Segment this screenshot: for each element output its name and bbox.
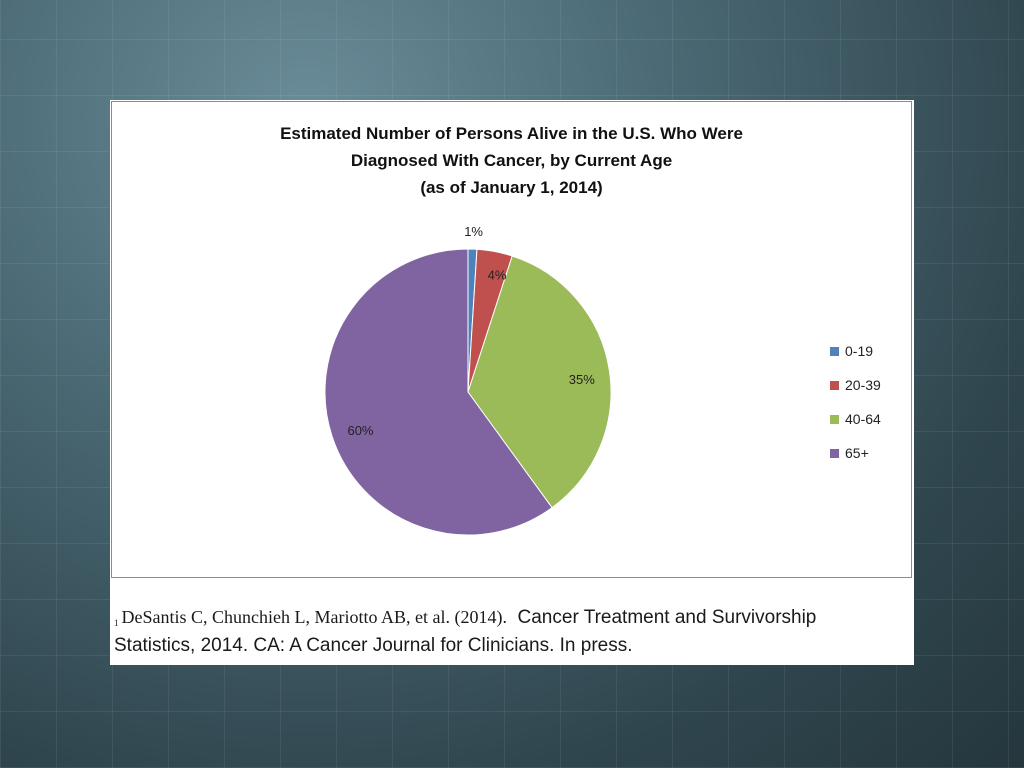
chart-title: Estimated Number of Persons Alive in the… [112, 120, 911, 201]
citation-authors: DeSantis C, Chunchieh L, Mariotto AB, et… [121, 607, 507, 627]
legend-item-40-64: 40-64 [830, 402, 881, 436]
slide-panel: Estimated Number of Persons Alive in the… [110, 100, 914, 665]
legend-swatch-0-19 [830, 346, 839, 356]
chart-title-line-1: Estimated Number of Persons Alive in the… [280, 124, 743, 143]
legend-swatch-20-39 [830, 380, 839, 390]
chart-title-line-3: (as of January 1, 2014) [420, 178, 603, 197]
citation-title-part-1: Cancer Treatment and Survivorship [517, 607, 817, 628]
legend-swatch-40-64 [830, 414, 839, 424]
pie-slice-65-plus [324, 248, 553, 536]
legend-label-40-64: 40-64 [845, 411, 881, 427]
data-label-0-19: 1% [464, 224, 483, 239]
pie-slice-40-64 [467, 255, 612, 509]
legend-label-0-19: 0-19 [845, 343, 874, 359]
legend-item-0-19: 0-19 [830, 334, 881, 368]
citation-line-2: Statistics, 2014. CA: A Cancer Journal f… [114, 635, 633, 656]
data-label-40-64: 35% [569, 372, 595, 387]
data-label-20-39: 4% [488, 267, 507, 282]
chart-frame: Estimated Number of Persons Alive in the… [111, 101, 912, 578]
chart-title-line-2: Diagnosed With Cancer, by Current Age [350, 151, 673, 170]
legend-item-65-plus: 65+ [830, 436, 881, 470]
legend-swatch-65-plus [830, 448, 839, 458]
legend-label-65-plus: 65+ [845, 445, 869, 461]
data-label-65-plus: 60% [347, 423, 373, 438]
citation: 1 DeSantis C, Chunchieh L, Mariotto AB, e… [114, 603, 904, 660]
citation-line-1: 1 DeSantis C, Chunchieh L, Mariotto AB, e… [114, 603, 904, 632]
legend: 0-19 20-39 40-64 65+ [830, 334, 881, 470]
pie-chart: 1% 4% 35% 60% [324, 224, 612, 536]
legend-label-20-39: 20-39 [845, 377, 881, 393]
legend-item-20-39: 20-39 [830, 368, 881, 402]
citation-marker: 1 [114, 618, 119, 628]
